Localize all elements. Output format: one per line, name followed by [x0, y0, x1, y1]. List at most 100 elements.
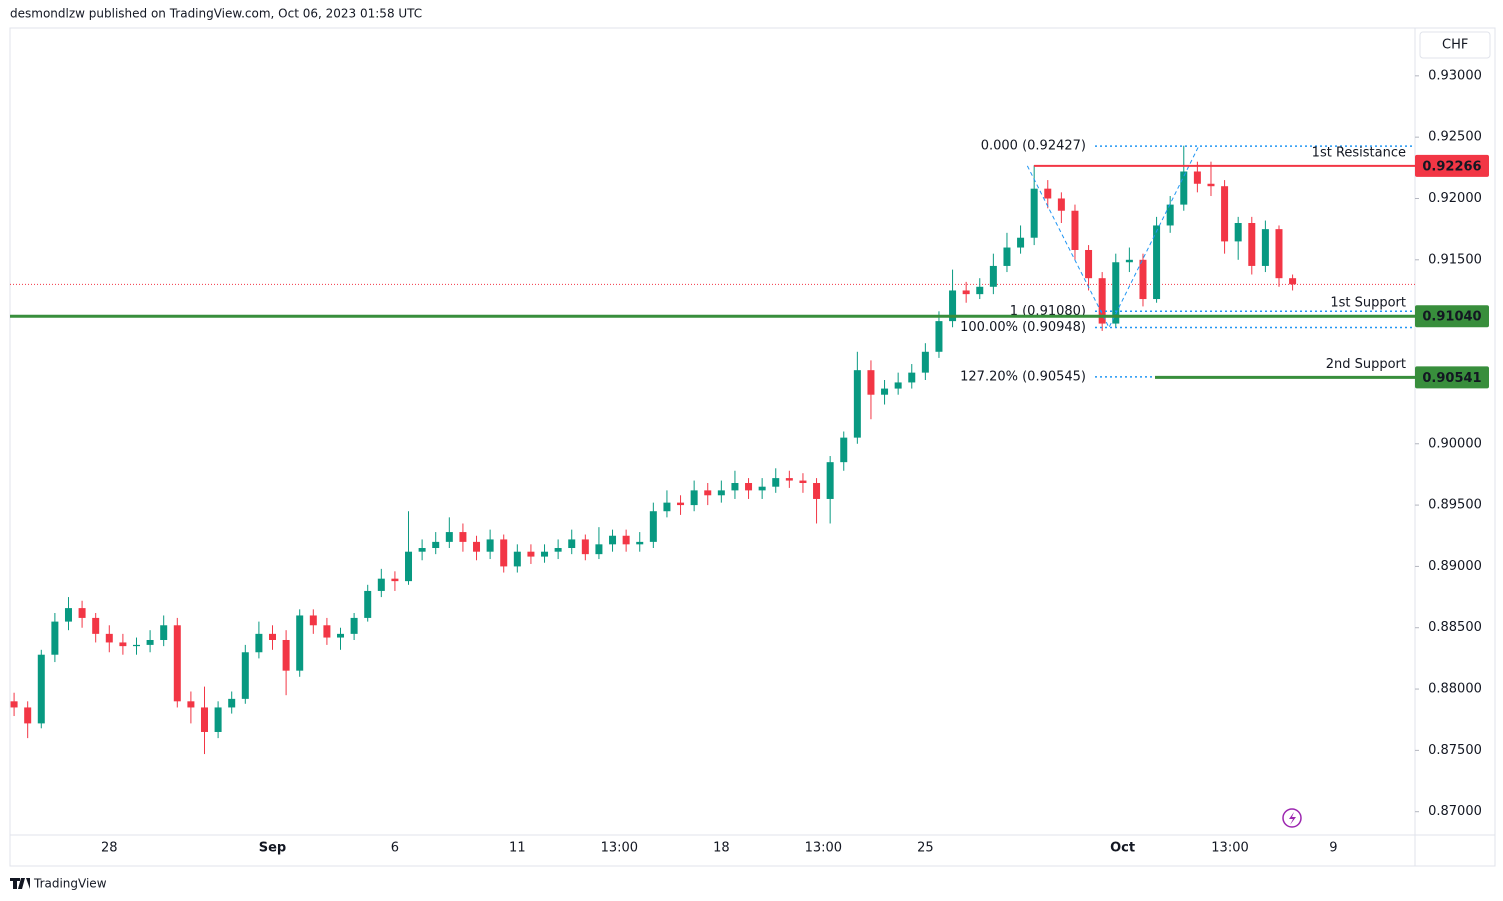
level-name: 2nd Support: [1326, 357, 1406, 372]
y-tick-label: 0.88000: [1428, 682, 1482, 697]
candle-body: [214, 707, 222, 732]
x-tick-label: 11: [509, 841, 526, 856]
candle-body: [92, 617, 100, 634]
price-tag: [1415, 305, 1489, 328]
x-tick-label: 28: [101, 841, 118, 856]
candle-body: [758, 486, 766, 491]
candle-body: [677, 502, 685, 506]
event-icon: [1289, 812, 1296, 825]
candle-body: [78, 608, 86, 618]
y-tick-label: 0.90000: [1428, 436, 1482, 451]
candle-body: [649, 511, 657, 542]
candle-body: [1139, 259, 1147, 300]
pattern-line: [1026, 145, 1200, 329]
candle-body: [228, 698, 236, 708]
candle-body: [105, 633, 113, 643]
candle-body: [282, 639, 290, 671]
level-name: 1st Resistance: [1312, 145, 1406, 160]
candle-body: [894, 382, 902, 389]
candle-body: [690, 490, 698, 506]
fib-label: 0.000 (0.92427): [981, 139, 1086, 154]
candle-body: [908, 372, 916, 383]
candle-body: [432, 541, 440, 549]
candle-body: [391, 578, 399, 582]
candle-body: [1234, 223, 1242, 242]
candle-body: [296, 615, 304, 671]
candle-body: [24, 707, 32, 724]
candle-body: [921, 351, 929, 373]
y-tick-label: 0.88500: [1428, 620, 1482, 635]
candle-body: [459, 532, 467, 542]
logo: [10, 878, 30, 889]
candle-body: [1112, 262, 1120, 324]
price-tag: [1415, 154, 1489, 177]
header-text: desmondlzw published on TradingView.com,…: [10, 7, 422, 21]
candle-body: [309, 615, 317, 626]
candle-body: [1085, 249, 1093, 279]
candle-body: [1071, 210, 1079, 250]
candle-body: [255, 633, 263, 653]
currency: CHF: [1442, 38, 1468, 53]
candle-body: [146, 639, 154, 645]
candle-body: [541, 551, 549, 557]
candle-body: [200, 707, 208, 732]
y-tick-label: 0.93000: [1428, 68, 1482, 83]
candle-body: [500, 539, 508, 567]
candle-body: [269, 633, 277, 640]
y-tick-label: 0.92000: [1428, 191, 1482, 206]
candle-body: [704, 490, 712, 496]
candle-body: [1248, 223, 1256, 266]
footer-text: TradingView: [33, 877, 107, 891]
candle-body: [1098, 278, 1106, 324]
candle-body: [37, 654, 45, 724]
candle-body: [636, 541, 644, 545]
candle-body: [853, 370, 861, 438]
candle-body: [405, 551, 413, 582]
candle-body: [799, 480, 807, 484]
candle-body: [418, 548, 426, 552]
candle-body: [51, 621, 59, 655]
candle-body: [173, 625, 181, 702]
price-tag-label: 0.91040: [1422, 310, 1481, 325]
y-tick-label: 0.87500: [1428, 743, 1482, 758]
frame: [9, 27, 1496, 867]
candle-body: [1275, 229, 1283, 279]
x-tick-label: 25: [917, 841, 934, 856]
candle-body: [513, 551, 521, 567]
candle-body: [1153, 225, 1161, 300]
candle-body: [473, 541, 481, 552]
candle-body: [962, 290, 970, 295]
candle-body: [609, 535, 617, 545]
candle-body: [595, 544, 603, 555]
candle-body: [1180, 171, 1188, 205]
candle-body: [64, 608, 72, 622]
candle-body: [881, 388, 889, 395]
candle-body: [323, 625, 331, 638]
x-tick-label: Oct: [1110, 841, 1135, 856]
candle-body: [949, 290, 957, 322]
candle-body: [132, 644, 140, 647]
price-tag: [1415, 366, 1489, 389]
x-tick-label: 6: [391, 841, 399, 856]
candle-body: [350, 617, 358, 634]
candle-body: [1261, 229, 1269, 266]
candle-body: [813, 483, 821, 499]
y-tick-label: 0.91500: [1428, 252, 1482, 267]
x-tick-label: 9: [1329, 841, 1337, 856]
candle-body: [581, 539, 589, 555]
candle-body: [731, 483, 739, 491]
candle-body: [1166, 204, 1174, 226]
candle-body: [364, 590, 372, 618]
candle-body: [160, 625, 168, 640]
candle-body: [10, 701, 18, 708]
y-tick-label: 0.92500: [1428, 130, 1482, 145]
candle-body: [527, 551, 535, 557]
candle-body: [337, 633, 345, 638]
candle-body: [1057, 198, 1065, 211]
candle-body: [568, 539, 576, 549]
x-tick-label: Sep: [259, 841, 287, 856]
candle-body: [785, 478, 793, 481]
candle-body: [1044, 188, 1052, 199]
